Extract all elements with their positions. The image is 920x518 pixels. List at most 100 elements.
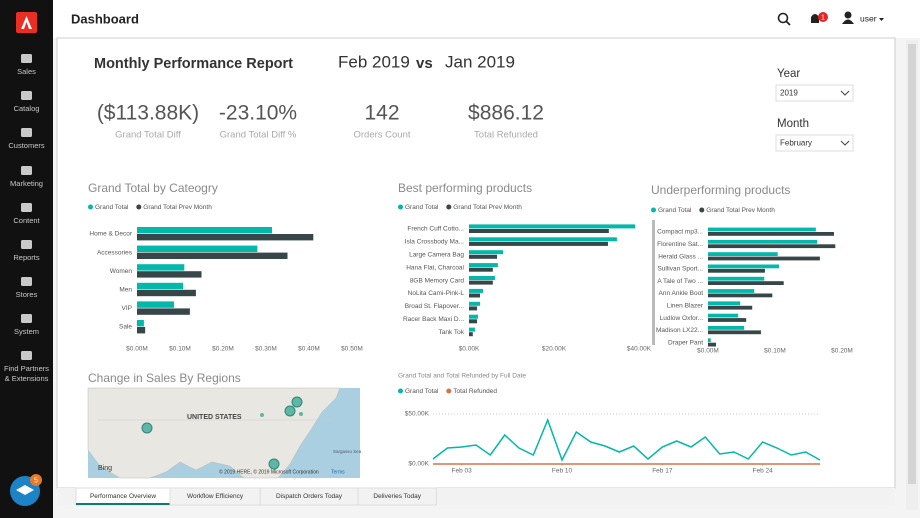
map-bubble[interactable]	[284, 405, 296, 417]
bar[interactable]	[469, 263, 498, 268]
search-icon[interactable]	[777, 12, 789, 24]
map-bubble[interactable]	[141, 422, 153, 434]
bar[interactable]	[708, 256, 820, 261]
help-icon	[16, 485, 34, 495]
nav-icon[interactable]	[21, 128, 32, 137]
bar[interactable]	[708, 305, 753, 310]
bar[interactable]	[469, 267, 493, 272]
map-bubble[interactable]	[291, 396, 303, 408]
list-scrollbar[interactable]	[652, 220, 655, 345]
bar[interactable]	[137, 282, 184, 290]
nav-icon[interactable]	[21, 277, 32, 286]
user-icon[interactable]	[844, 11, 852, 19]
bar[interactable]	[469, 306, 478, 311]
bar[interactable]	[708, 338, 711, 343]
x-tick-label: $0.20M	[212, 346, 234, 353]
map-bubble[interactable]	[268, 458, 280, 470]
nav-label[interactable]: Find Partners	[4, 364, 49, 373]
tab[interactable]	[357, 487, 437, 506]
bar[interactable]	[708, 232, 834, 236]
nav-label[interactable]: Stores	[16, 290, 38, 299]
bar[interactable]	[708, 227, 816, 232]
bar[interactable]	[469, 276, 495, 280]
bar[interactable]	[469, 314, 478, 319]
bar[interactable]	[708, 281, 784, 285]
bar[interactable]	[708, 342, 717, 347]
bar[interactable]	[137, 227, 273, 234]
nav-icon[interactable]	[21, 203, 32, 212]
bar[interactable]	[469, 254, 498, 259]
nav-icon[interactable]	[21, 240, 32, 249]
bar[interactable]	[708, 264, 780, 269]
nav-label[interactable]: & Extensions	[5, 374, 49, 383]
bar[interactable]	[469, 327, 475, 332]
nav-label[interactable]: Customers	[8, 141, 45, 150]
filter-label: Year	[777, 68, 800, 80]
map-sea: Sargasso Sea	[333, 449, 362, 454]
bar[interactable]	[708, 252, 778, 256]
map-terms[interactable]: Terms	[331, 469, 345, 475]
bar[interactable]	[469, 280, 493, 285]
bar[interactable]	[137, 301, 174, 308]
bar[interactable]	[469, 301, 481, 306]
bar[interactable]	[469, 250, 503, 255]
nav-label[interactable]: Reports	[13, 253, 40, 262]
x-tick-label: $0.40M	[298, 346, 320, 353]
bar[interactable]	[708, 239, 818, 244]
nav-icon[interactable]	[21, 54, 32, 63]
map-bubble[interactable]	[260, 413, 264, 417]
bar[interactable]	[469, 229, 609, 233]
nav-icon[interactable]	[21, 91, 32, 100]
tab-label[interactable]: Deliveries Today	[373, 493, 421, 500]
bar[interactable]	[137, 308, 190, 315]
bar[interactable]	[708, 318, 747, 322]
scrollbar-thumb[interactable]	[908, 44, 916, 484]
bar[interactable]	[137, 327, 146, 334]
bar[interactable]	[708, 326, 745, 330]
user-name[interactable]: user	[860, 13, 877, 23]
bar[interactable]	[137, 289, 196, 297]
nav-label[interactable]: Marketing	[10, 179, 43, 188]
bar[interactable]	[708, 289, 755, 293]
bar[interactable]	[708, 293, 773, 298]
nav-icon[interactable]	[21, 351, 32, 360]
filter-dropdown[interactable]	[775, 134, 854, 152]
logo[interactable]	[16, 12, 37, 33]
bar[interactable]	[469, 293, 481, 298]
bar[interactable]	[469, 332, 473, 337]
filter-dropdown[interactable]	[775, 84, 854, 102]
bar[interactable]	[708, 313, 739, 318]
bar[interactable]	[469, 237, 617, 242]
tab-label[interactable]: Dispatch Orders Today	[276, 493, 343, 500]
bar[interactable]	[137, 252, 288, 259]
tab-label[interactable]: Performance Overview	[90, 493, 156, 500]
bar[interactable]	[708, 301, 741, 306]
bar[interactable]	[469, 224, 636, 229]
line-series[interactable]	[432, 417, 821, 462]
bell-icon[interactable]	[811, 14, 819, 23]
tab-label[interactable]: Workflow Efficiency	[187, 493, 244, 500]
bar[interactable]	[469, 241, 608, 246]
nav-label[interactable]: System	[14, 327, 39, 336]
bar[interactable]	[708, 244, 836, 249]
bar[interactable]	[137, 264, 185, 271]
nav-icon[interactable]	[21, 166, 32, 175]
report-compare: Jan 2019	[445, 52, 515, 71]
bar[interactable]	[137, 271, 202, 278]
bar[interactable]	[137, 320, 144, 327]
bar[interactable]	[469, 288, 484, 293]
bar[interactable]	[137, 245, 258, 252]
nav-label[interactable]: Content	[13, 216, 40, 225]
bar[interactable]	[708, 268, 765, 273]
bar[interactable]	[708, 330, 761, 335]
bar[interactable]	[708, 276, 765, 281]
category-label: Women	[110, 268, 133, 275]
category-label: Sale	[119, 324, 132, 331]
map-bubble[interactable]	[299, 412, 303, 416]
bar[interactable]	[469, 319, 478, 324]
nav-icon[interactable]	[21, 314, 32, 323]
nav-label[interactable]: Sales	[17, 67, 36, 76]
bar[interactable]	[137, 234, 314, 241]
nav-label[interactable]: Catalog	[14, 104, 40, 113]
x-tick-label: $0.30M	[255, 346, 277, 353]
